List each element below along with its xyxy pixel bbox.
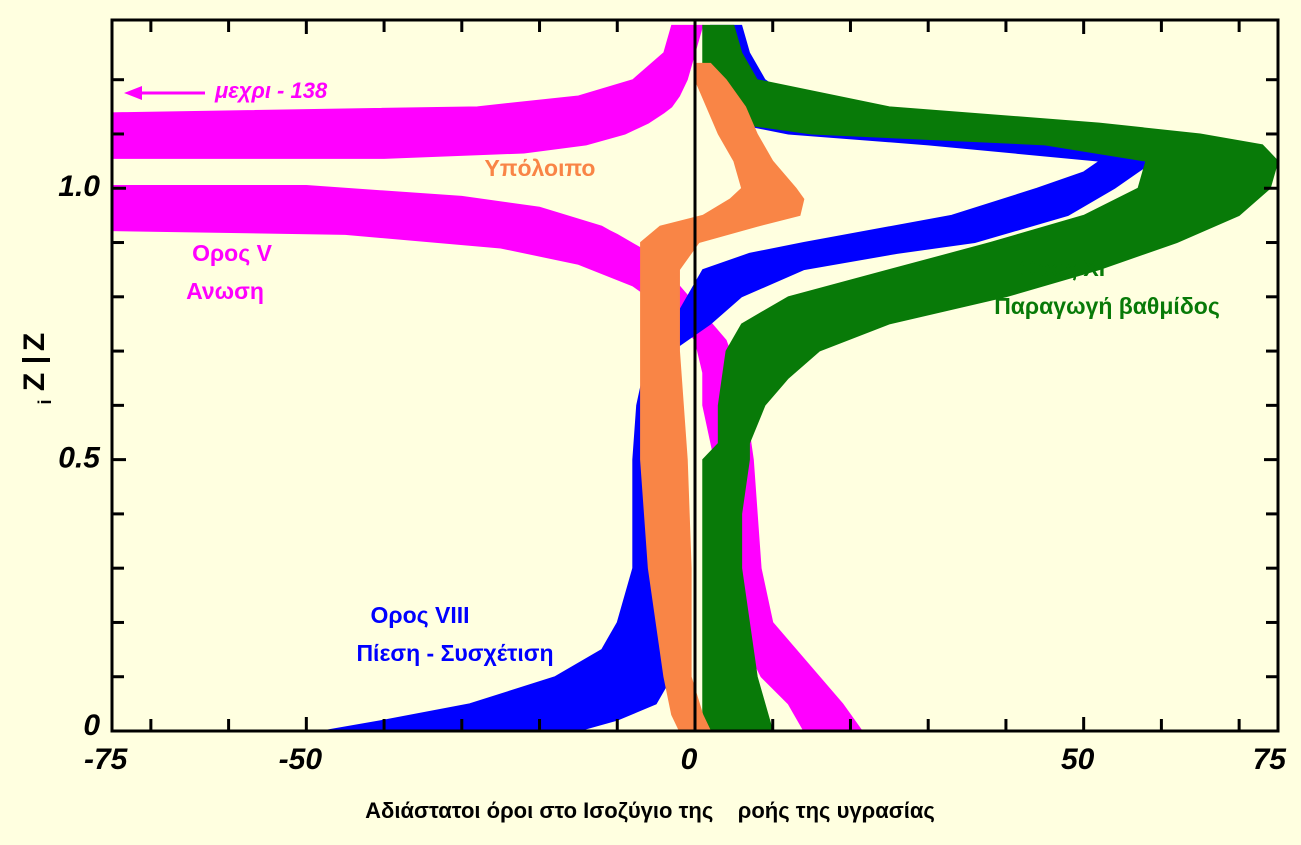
annotation: μεχρι - 138 xyxy=(124,78,328,103)
series-description: Ανωση xyxy=(186,278,264,304)
y-tick-label: 1.0 xyxy=(58,170,100,203)
y-label-numerator: Z xyxy=(18,333,51,351)
x-tick-label: 0 xyxy=(681,743,698,776)
x-tick-label: -75 xyxy=(84,743,129,776)
series-label: Ορος VIII xyxy=(370,602,469,628)
series-label: Ορος V xyxy=(192,240,273,266)
series-label: Ορος XI xyxy=(1019,255,1105,281)
y-axis-label: Z Z i xyxy=(18,333,55,405)
y-tick-label: 0.5 xyxy=(58,442,101,475)
series-description: Παραγωγή βαθμίδος xyxy=(994,293,1220,319)
annotation-text: μεχρι - 138 xyxy=(214,78,328,103)
x-tick-label: 50 xyxy=(1061,743,1095,776)
y-label-subscript: i xyxy=(35,399,55,404)
series-label: Υπόλοιπο xyxy=(485,155,596,181)
x-tick-label: -50 xyxy=(279,743,323,776)
axes: -75 -50 0 50 75 0 0.5 1.0 xyxy=(58,18,1288,776)
annotation-arrowhead xyxy=(124,86,142,100)
bands xyxy=(111,24,1279,732)
series-description: Πίεση - Συσχέτιση xyxy=(356,640,553,666)
x-axis-label: Αδιάστατοι όροι στο Ισοζύγιο της ροής τη… xyxy=(365,798,935,823)
y-tick-label: 0 xyxy=(83,709,100,742)
y-label-denominator: Z xyxy=(18,373,51,391)
x-tick-label: 75 xyxy=(1253,743,1288,776)
